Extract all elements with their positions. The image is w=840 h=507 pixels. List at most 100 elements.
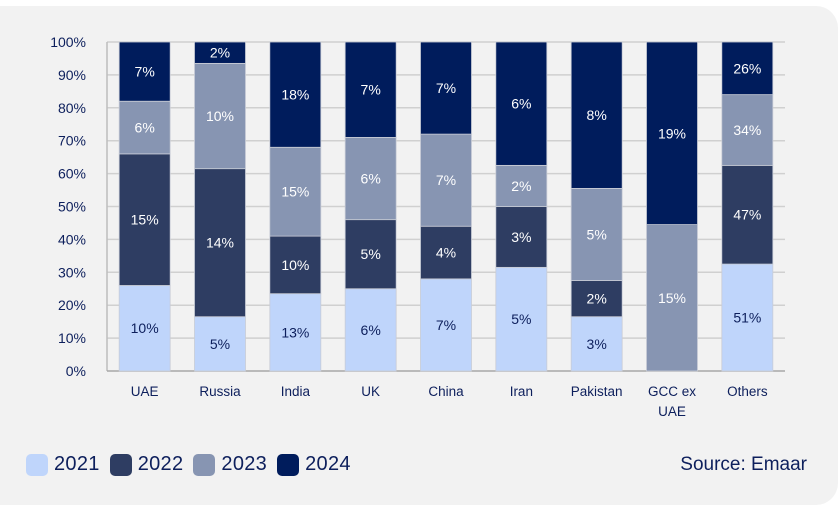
- x-tick-label: China: [428, 384, 464, 399]
- data-label: 6%: [511, 96, 531, 112]
- data-label: 8%: [587, 107, 607, 123]
- bar-segment-2022-china: [420, 225, 472, 280]
- bar-segment-2021-uae: [118, 285, 171, 372]
- bar-segment-2021-russia: [194, 316, 246, 372]
- data-label: 3%: [587, 336, 607, 352]
- data-label: 6%: [361, 171, 381, 187]
- bar-segment-2024-russia: [194, 41, 246, 64]
- bar-segment-2024-uk: [344, 41, 397, 138]
- bar-segment-2021-pakistan: [570, 316, 623, 372]
- data-label: 10%: [281, 257, 309, 273]
- data-label: 51%: [733, 310, 761, 326]
- legend-item-2021: 2021: [26, 453, 100, 476]
- data-label: 10%: [206, 108, 234, 124]
- data-label: 7%: [436, 317, 456, 333]
- data-label: 14%: [206, 235, 234, 251]
- data-label: 34%: [733, 122, 761, 138]
- data-label: 6%: [135, 120, 155, 136]
- y-tick-label: 90%: [58, 67, 86, 83]
- x-tick-label: UK: [361, 384, 380, 399]
- bar-segment-2021-china: [420, 278, 472, 372]
- legend-swatch-2021: [26, 453, 48, 476]
- data-label: 5%: [210, 336, 230, 352]
- x-tick-label: India: [281, 384, 311, 399]
- bar-segment-2022-others: [721, 164, 774, 265]
- y-tick-label: 50%: [58, 199, 86, 215]
- bar-segment-2021-uk: [344, 288, 397, 372]
- bar-segment-2024-uae: [118, 41, 171, 102]
- data-label: 6%: [361, 322, 381, 338]
- y-tick-label: 40%: [58, 231, 86, 247]
- bar-segment-2023-gcc-ex-uae: [646, 224, 698, 372]
- data-label: 7%: [436, 172, 456, 188]
- bar-segment-2022-uae: [118, 153, 171, 286]
- data-label: 10%: [131, 320, 159, 336]
- data-label: 7%: [361, 82, 381, 98]
- y-tick-label: 0%: [66, 363, 86, 379]
- data-label: 18%: [281, 87, 309, 103]
- bar-segment-2022-iran: [495, 206, 548, 268]
- data-label: 3%: [511, 229, 531, 245]
- bar-segment-2022-pakistan: [570, 280, 623, 318]
- data-label: 15%: [658, 290, 686, 306]
- bar-segment-2024-china: [420, 41, 472, 135]
- bar-segment-2023-uae: [118, 100, 171, 155]
- bar-segment-2023-china: [420, 133, 472, 227]
- bar-segment-2021-iran: [495, 266, 548, 372]
- y-tick-label: 80%: [58, 100, 86, 116]
- source-note: Source: Emaar: [680, 454, 807, 475]
- data-label: 2%: [587, 291, 607, 307]
- legend-swatch-2023: [193, 453, 216, 476]
- bar-segment-2023-others: [721, 94, 774, 166]
- legend-label-2022: 2022: [137, 453, 184, 475]
- legend-item-2023: 2023: [193, 453, 267, 476]
- bar-segment-2024-others: [721, 41, 774, 96]
- data-label: 15%: [281, 184, 309, 200]
- data-label: 5%: [511, 311, 531, 327]
- y-tick-label: 20%: [58, 297, 86, 313]
- data-label: 47%: [733, 207, 761, 223]
- x-tick-label: UAE: [658, 404, 686, 419]
- legend-item-2022: 2022: [109, 453, 184, 476]
- y-tick-label: 70%: [58, 133, 86, 149]
- bar-segment-2021-others: [721, 263, 774, 372]
- legend-swatch-2024: [277, 453, 300, 476]
- data-label: 7%: [135, 64, 155, 80]
- bar-segment-2023-pakistan: [570, 188, 623, 281]
- bar-segment-2021-india: [269, 293, 322, 372]
- bar-segment-2024-iran: [495, 41, 548, 166]
- data-label: 15%: [131, 212, 159, 228]
- data-label: 5%: [587, 226, 607, 242]
- y-tick-label: 100%: [50, 34, 86, 50]
- legend: 2021 2022 2023 2024: [26, 453, 351, 476]
- data-label: 26%: [733, 60, 761, 76]
- y-tick-label: 30%: [58, 264, 86, 280]
- data-label: 19%: [658, 125, 686, 141]
- x-tick-label: Pakistan: [571, 384, 623, 399]
- legend-label-2023: 2023: [221, 453, 268, 475]
- y-tick-label: 60%: [58, 166, 86, 182]
- bar-segment-2024-pakistan: [570, 41, 623, 189]
- x-tick-label: Others: [727, 384, 768, 399]
- bar-segment-2022-uk: [344, 219, 397, 290]
- data-label: 13%: [281, 324, 309, 340]
- data-label: 2%: [210, 45, 230, 61]
- bar-segment-2023-uk: [344, 137, 397, 221]
- data-label: 2%: [511, 178, 531, 194]
- bar-segment-2023-india: [269, 146, 322, 237]
- x-tick-label: Iran: [510, 384, 533, 399]
- bar-segment-2024-gcc-ex-uae: [646, 41, 698, 225]
- x-tick-label: Russia: [199, 384, 241, 399]
- bar-segment-2024-india: [269, 41, 322, 148]
- x-tick-label: GCC ex: [648, 384, 696, 399]
- data-label: 5%: [361, 246, 381, 262]
- legend-item-2024: 2024: [277, 453, 351, 476]
- data-label: 4%: [436, 245, 456, 261]
- x-tick-label: UAE: [131, 384, 159, 399]
- legend-label-2021: 2021: [54, 453, 100, 475]
- bar-segment-2023-iran: [495, 164, 548, 207]
- legend-swatch-2022: [109, 453, 132, 476]
- data-label: 7%: [436, 80, 456, 96]
- bar-segment-2022-india: [269, 235, 322, 295]
